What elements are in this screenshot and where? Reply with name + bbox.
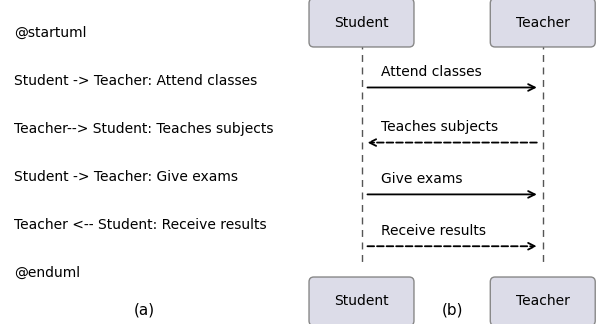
Text: Teacher: Teacher — [516, 294, 569, 308]
Text: Student -> Teacher: Give exams: Student -> Teacher: Give exams — [14, 170, 238, 184]
Text: (a): (a) — [133, 303, 155, 318]
FancyBboxPatch shape — [309, 277, 414, 324]
Text: Attend classes: Attend classes — [380, 65, 481, 79]
FancyBboxPatch shape — [490, 0, 595, 47]
Text: Teacher <-- Student: Receive results: Teacher <-- Student: Receive results — [14, 218, 267, 232]
Text: @enduml: @enduml — [14, 266, 80, 280]
Text: Teacher--> Student: Teaches subjects: Teacher--> Student: Teaches subjects — [14, 122, 274, 136]
Text: Receive results: Receive results — [380, 224, 485, 238]
Text: Give exams: Give exams — [380, 172, 462, 186]
FancyBboxPatch shape — [309, 0, 414, 47]
Text: Teacher: Teacher — [516, 16, 569, 30]
Text: @startuml: @startuml — [14, 26, 87, 40]
Text: Student: Student — [334, 294, 389, 308]
Text: Teaches subjects: Teaches subjects — [380, 121, 498, 134]
Text: Student: Student — [334, 16, 389, 30]
Text: Student -> Teacher: Attend classes: Student -> Teacher: Attend classes — [14, 74, 257, 88]
FancyBboxPatch shape — [490, 277, 595, 324]
Text: (b): (b) — [442, 303, 463, 318]
